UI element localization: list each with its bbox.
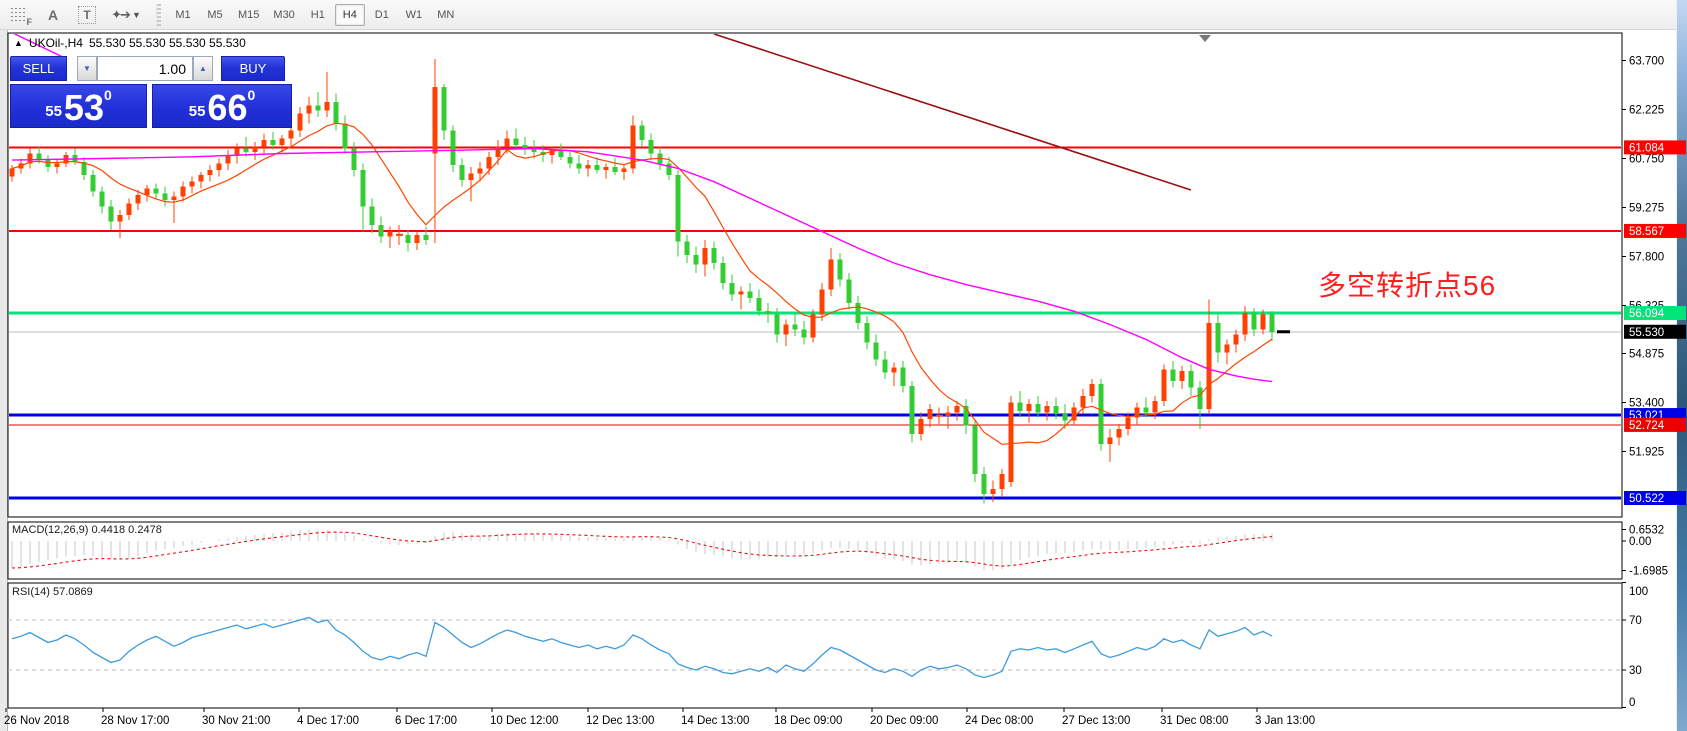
svg-text:31 Dec 08:00: 31 Dec 08:00 (1160, 715, 1228, 727)
svg-text:60.750: 60.750 (1629, 153, 1664, 165)
chevron-down-icon[interactable]: ▼ (131, 9, 141, 20)
svg-text:0.00: 0.00 (1629, 536, 1651, 548)
buy-price-small: 55 (188, 103, 206, 120)
svg-text:0: 0 (1629, 697, 1635, 709)
svg-text:27 Dec 13:00: 27 Dec 13:00 (1062, 715, 1130, 727)
svg-text:57.800: 57.800 (1629, 251, 1664, 263)
macd-signal-line (11, 531, 1273, 569)
svg-text:100: 100 (1629, 586, 1648, 598)
text-label-tool-icon[interactable]: T (72, 3, 102, 27)
fibonacci-lines-glyph (11, 7, 27, 22)
svg-text:52.724: 52.724 (1629, 420, 1665, 432)
timeframe-button-D1[interactable]: D1 (374, 8, 389, 21)
svg-text:30 Nov 21:00: 30 Nov 21:00 (202, 715, 270, 727)
svg-text:62.225: 62.225 (1629, 105, 1664, 117)
toolbar: F A T ✦➔ ▼ M1 M5 M15 M30 H1 H4 D1 W1 MN (0, 0, 1687, 30)
svg-text:3 Jan 13:00: 3 Jan 13:00 (1255, 715, 1315, 727)
one-click-trading-widget: SELL ▼ 1.00 ▲ BUY 55 53 0 55 66 0 (10, 56, 292, 128)
window-right-border (1676, 0, 1687, 731)
macd-label: MACD(12,26,9) 0.4418 0.2478 (12, 524, 162, 536)
svg-text:54.875: 54.875 (1629, 349, 1664, 361)
svg-text:10 Dec 12:00: 10 Dec 12:00 (490, 715, 558, 727)
symbol-label: UKOil-,H4 (28, 36, 83, 50)
svg-text:50.522: 50.522 (1629, 493, 1664, 505)
arrows-tool-icon[interactable]: ✦➔ ▼ (111, 6, 141, 22)
sell-price-sup: 0 (103, 87, 112, 103)
buy-button[interactable]: BUY (221, 56, 285, 81)
rsi-panel[interactable]: 100 70 30 0 (8, 582, 1648, 710)
price-axis[interactable]: 63.70062.22560.75059.27557.80056.32554.8… (1622, 56, 1686, 506)
svg-text:28 Nov 17:00: 28 Nov 17:00 (101, 715, 169, 727)
timeframe-button-M30[interactable]: M30 (273, 8, 295, 21)
svg-text:20 Dec 09:00: 20 Dec 09:00 (870, 715, 938, 727)
timeframe-button-MN[interactable]: MN (437, 8, 455, 21)
timeframe-bar: M1 M5 M15 M30 H1 H4 D1 W1 MN (167, 3, 462, 26)
rsi-line (11, 616, 1273, 679)
sell-price-panel[interactable]: 55 53 0 (10, 84, 147, 128)
toolbar-separator (156, 3, 161, 26)
panel-frames (7, 32, 1623, 709)
timeframe-button-H1[interactable]: H1 (310, 8, 325, 21)
chart-title-row: ▲ UKOil-,H4 55.530 55.530 55.530 55.530 (14, 36, 246, 50)
chart-shift-icon[interactable] (1199, 35, 1211, 42)
svg-text:24 Dec 08:00: 24 Dec 08:00 (965, 715, 1033, 727)
svg-text:12 Dec 13:00: 12 Dec 13:00 (586, 715, 654, 727)
timeframe-button-W1[interactable]: W1 (405, 8, 423, 21)
svg-text:55.530: 55.530 (1629, 327, 1664, 339)
trendline-1 (13, 34, 64, 58)
svg-text:26 Nov 2018: 26 Nov 2018 (4, 715, 69, 727)
svg-text:0.6532: 0.6532 (1629, 525, 1664, 537)
date-axis[interactable]: 26 Nov 2018 28 Nov 17:00 30 Nov 21:00 4 Dec… (4, 708, 1315, 727)
svg-text:51.925: 51.925 (1629, 446, 1664, 458)
timeframe-button-M15[interactable]: M15 (238, 8, 260, 21)
svg-text:56.094: 56.094 (1629, 308, 1665, 320)
svg-text:59.275: 59.275 (1629, 202, 1664, 214)
svg-text:63.700: 63.700 (1629, 56, 1664, 68)
main-chart-layer[interactable] (8, 31, 1622, 504)
timeframe-button-M5[interactable]: M5 (207, 8, 223, 21)
timeframe-button-H4[interactable]: H4 (334, 3, 365, 26)
volume-decrease-button[interactable]: ▼ (77, 56, 97, 81)
svg-text:6 Dec 17:00: 6 Dec 17:00 (395, 715, 457, 727)
svg-text:14 Dec 13:00: 14 Dec 13:00 (681, 715, 749, 727)
svg-text:-1.6985: -1.6985 (1629, 566, 1668, 578)
timeframe-button-M1[interactable]: M1 (175, 8, 191, 21)
fibonacci-tool-icon[interactable]: F (4, 3, 34, 27)
buy-price-big: 66 (207, 87, 248, 128)
trendline-0 (713, 34, 1192, 191)
sell-price-small: 55 (45, 103, 62, 120)
text-tool-icon[interactable]: A (47, 6, 59, 23)
ohlc-values: 55.530 55.530 55.530 55.530 (88, 36, 246, 50)
svg-text:70: 70 (1629, 615, 1642, 627)
rsi-label: RSI(14) 57.0869 (12, 586, 93, 598)
svg-text:18 Dec 09:00: 18 Dec 09:00 (774, 715, 842, 727)
ma-slow-line (11, 147, 1273, 383)
svg-text:4 Dec 17:00: 4 Dec 17:00 (297, 715, 359, 727)
sell-button[interactable]: SELL (10, 56, 67, 81)
svg-text:30: 30 (1629, 665, 1642, 677)
svg-text:58.567: 58.567 (1629, 226, 1664, 238)
volume-increase-button[interactable]: ▲ (193, 56, 213, 81)
buy-price-sup: 0 (247, 87, 256, 103)
sell-price-big: 53 (63, 87, 104, 128)
chart-annotation-text: 多空转折点56 (1318, 270, 1497, 301)
volume-input[interactable]: 1.00 (97, 56, 193, 81)
svg-text:61.084: 61.084 (1629, 142, 1665, 154)
last-price-marker (1277, 330, 1290, 334)
svg-text:53.400: 53.400 (1629, 397, 1664, 409)
buy-price-panel[interactable]: 55 66 0 (152, 84, 292, 128)
collapse-arrow-icon[interactable]: ▲ (14, 38, 23, 48)
